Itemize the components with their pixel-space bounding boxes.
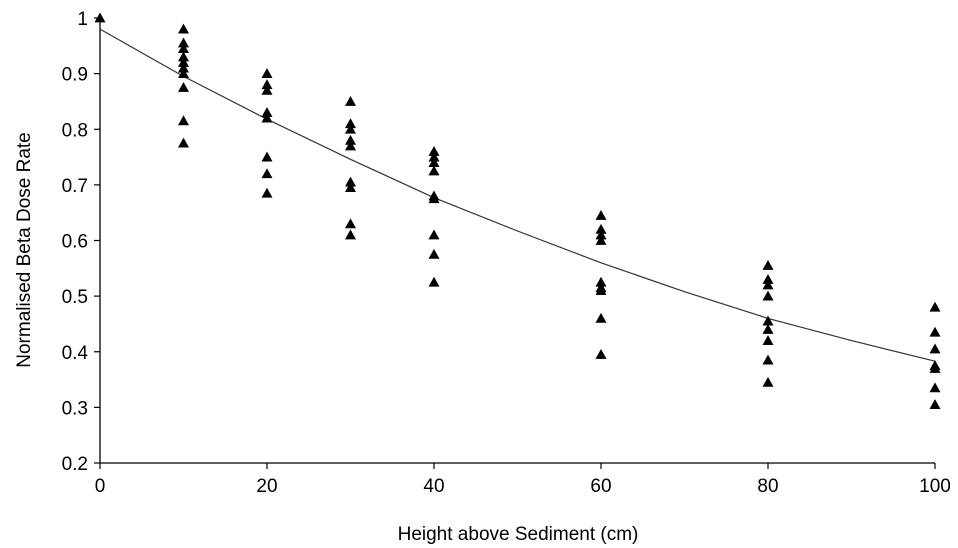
data-point — [762, 290, 774, 301]
data-point — [178, 51, 189, 62]
data-point — [428, 157, 440, 168]
data-point — [428, 229, 440, 240]
data-point — [762, 260, 774, 270]
data-point — [762, 315, 774, 326]
data-point — [595, 285, 607, 295]
data-point — [178, 62, 189, 73]
data-point — [261, 107, 273, 117]
y-tick-label: 0.2 — [62, 454, 88, 475]
x-tick-label: 20 — [256, 476, 277, 497]
data-point — [428, 193, 440, 204]
y-axis-ticks: 0.2 0.3 0.4 0.5 0.6 0.7 0.8 0.9 1 — [62, 9, 100, 475]
data-point — [261, 151, 273, 162]
y-axis-title: Normalised Beta Dose Rate — [14, 132, 35, 368]
y-tick-label: 0.9 — [62, 65, 88, 86]
y-tick-label: 0.6 — [62, 232, 88, 253]
data-point — [595, 209, 607, 220]
data-point — [178, 82, 189, 92]
y-tick-label: 1 — [77, 9, 88, 30]
x-tick-label: 40 — [423, 476, 444, 497]
data-point — [595, 223, 607, 234]
data-point — [428, 276, 440, 287]
data-point — [929, 343, 941, 354]
data-point — [261, 84, 273, 95]
data-point — [178, 115, 189, 126]
data-point — [345, 176, 356, 187]
data-point — [428, 165, 440, 176]
x-tick-label: 60 — [590, 476, 611, 497]
data-point — [178, 37, 189, 48]
x-tick-label: 100 — [919, 476, 951, 497]
data-point — [261, 79, 273, 90]
data-point — [345, 123, 356, 134]
x-tick-label: 80 — [757, 476, 778, 497]
data-point — [345, 118, 356, 129]
fit-curve — [99, 28, 936, 362]
data-point — [428, 248, 440, 259]
x-axis-ticks: 0 20 40 60 80 100 — [95, 463, 951, 497]
data-point — [595, 235, 607, 245]
data-point — [178, 23, 189, 34]
data-point — [345, 140, 356, 151]
data-point — [929, 399, 941, 409]
x-tick-label: 0 — [95, 476, 106, 497]
data-point — [762, 376, 774, 387]
data-point — [178, 57, 189, 67]
data-point — [178, 137, 189, 148]
data-point — [929, 382, 941, 393]
data-point — [345, 95, 356, 106]
data-point — [261, 68, 273, 79]
data-point — [762, 335, 774, 346]
data-point — [345, 182, 356, 193]
x-axis-title: Height above Sediment (cm) — [398, 524, 639, 545]
y-tick-label: 0.3 — [62, 398, 88, 419]
data-point — [345, 134, 356, 145]
data-point — [428, 146, 440, 156]
data-point — [178, 43, 189, 53]
data-point — [428, 151, 440, 162]
plot-frame — [99, 14, 935, 464]
y-tick-label: 0.5 — [62, 287, 88, 308]
data-point — [929, 362, 941, 373]
data-point — [762, 273, 774, 284]
data-point — [261, 112, 273, 123]
y-tick-label: 0.4 — [62, 343, 89, 364]
data-point — [929, 326, 941, 337]
data-point — [762, 279, 774, 290]
data-point — [595, 229, 607, 240]
data-point — [345, 229, 356, 240]
data-point — [261, 187, 273, 198]
data-point — [178, 68, 189, 79]
data-point — [929, 301, 941, 312]
data-point — [94, 12, 106, 23]
y-tick-label: 0.8 — [62, 120, 88, 141]
data-point — [595, 276, 607, 287]
data-point — [762, 324, 774, 334]
data-point — [261, 168, 273, 179]
data-point — [595, 349, 607, 359]
data-point — [762, 354, 774, 365]
data-points — [94, 12, 941, 409]
y-tick-label: 0.7 — [62, 176, 88, 197]
data-point — [345, 218, 356, 229]
data-point — [595, 312, 607, 323]
